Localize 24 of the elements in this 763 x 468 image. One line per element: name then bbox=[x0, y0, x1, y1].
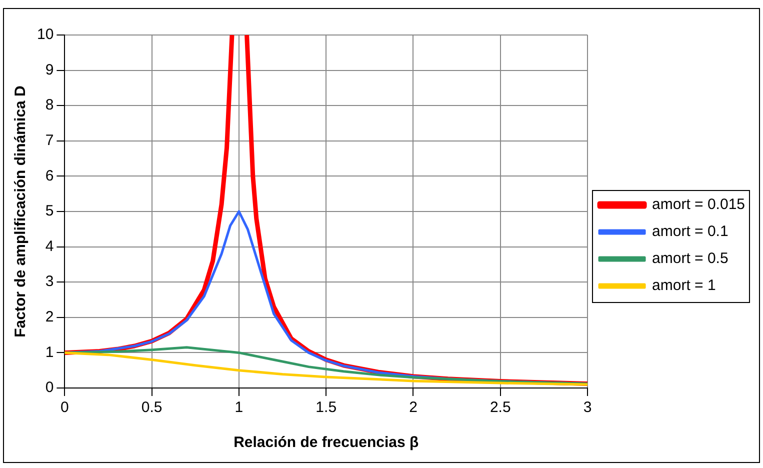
y-tick-label: 1 bbox=[45, 344, 54, 361]
x-axis-title: Relación de frecuencias β bbox=[234, 434, 419, 452]
x-tick-label: 0 bbox=[60, 399, 69, 416]
y-tick-label: 10 bbox=[36, 26, 54, 44]
y-tick-label: 4 bbox=[45, 238, 54, 255]
y-tick-label: 7 bbox=[45, 132, 54, 150]
legend-label: amort = 0.1 bbox=[652, 223, 728, 240]
legend-label: amort = 1 bbox=[652, 277, 716, 294]
x-tick-label: 3 bbox=[583, 399, 592, 416]
y-axis-title: Factor de amplificación dinámica D bbox=[12, 85, 30, 338]
legend-label: amort = 0.015 bbox=[652, 196, 746, 214]
x-tick-label: 2.5 bbox=[490, 399, 511, 416]
y-tick-label: 5 bbox=[45, 202, 54, 220]
y-tick-label: 0 bbox=[45, 379, 54, 396]
legend-label: amort = 0.5 bbox=[652, 250, 728, 268]
x-tick-label: 1 bbox=[234, 399, 244, 416]
x-tick-label: 1.5 bbox=[316, 399, 337, 416]
x-tick-label: 0.5 bbox=[141, 399, 162, 416]
y-tick-label: 8 bbox=[45, 96, 54, 114]
y-tick-label: 3 bbox=[45, 273, 54, 290]
x-tick-label: 2 bbox=[409, 399, 418, 416]
y-tick-label: 9 bbox=[45, 61, 54, 78]
y-tick-label: 2 bbox=[45, 308, 54, 326]
y-tick-label: 6 bbox=[45, 167, 54, 184]
